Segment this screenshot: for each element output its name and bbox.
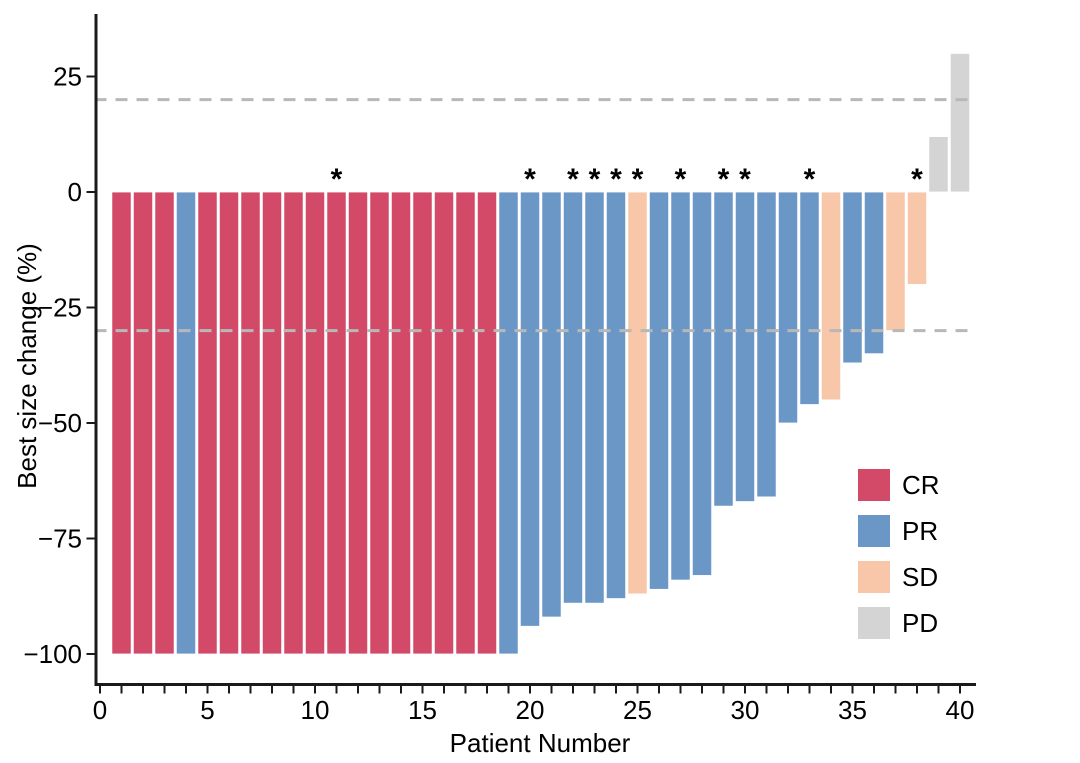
x-tick-label-35: 35 [838, 695, 867, 725]
bar-patient-18-cr [476, 191, 498, 655]
bar-patient-36-pr [863, 191, 885, 355]
x-axis-title: Patient Number [450, 728, 631, 758]
bar-patient-3-cr [154, 191, 175, 655]
bar-patient-33-pr [799, 191, 820, 405]
significance-markers-layer: * * * * * * * * * * * [331, 163, 924, 196]
bar-patient-38-sd [906, 191, 928, 285]
bar-patient-30-pr [734, 191, 756, 502]
x-tick-label-5: 5 [200, 695, 214, 725]
bar-patient-16-cr [433, 191, 455, 655]
significance-marker-patient-22: * [567, 163, 579, 196]
bar-patient-24-pr [605, 191, 627, 599]
bar-patient-17-cr [455, 191, 476, 655]
x-tick-label-20: 20 [516, 695, 545, 725]
legend-label-cr: CR [902, 470, 940, 500]
bar-patient-6-cr [218, 191, 240, 655]
legend-swatch-sd [858, 561, 890, 593]
x-tick-label-30: 30 [731, 695, 760, 725]
bar-patient-19-pr [498, 191, 519, 655]
significance-marker-patient-27: * [675, 163, 687, 196]
significance-marker-patient-25: * [632, 163, 644, 196]
legend-label-sd: SD [902, 562, 938, 592]
bar-patient-15-cr [412, 191, 433, 655]
y-axis-title: Best size change (%) [12, 243, 42, 489]
significance-marker-patient-11: * [331, 163, 343, 196]
legend: CR PR SD PD [858, 469, 940, 639]
bar-patient-5-cr [197, 191, 218, 655]
x-tick-label-25: 25 [623, 695, 652, 725]
significance-marker-patient-23: * [589, 163, 601, 196]
y-tick-label--50: −50 [38, 408, 82, 438]
bar-patient-23-pr [584, 191, 605, 604]
bar-patient-22-pr [562, 191, 584, 604]
bar-patient-28-pr [691, 191, 713, 576]
legend-swatch-pr [858, 515, 890, 547]
x-tick-label-0: 0 [93, 695, 107, 725]
y-tick-label--75: −75 [38, 524, 82, 554]
y-tick-label-0: 0 [68, 177, 82, 207]
legend-swatch-cr [858, 469, 890, 501]
bar-patient-4-pr [175, 191, 197, 655]
legend-swatch-pd [858, 607, 890, 639]
bar-patient-32-pr [777, 191, 799, 424]
bars-layer [111, 53, 971, 655]
bar-patient-39-pd [928, 136, 949, 193]
bar-patient-11-cr [326, 191, 347, 655]
bar-patient-40-pd [949, 53, 971, 193]
y-tick-label--100: −100 [23, 639, 82, 669]
significance-marker-patient-20: * [524, 163, 536, 196]
bar-patient-34-sd [820, 191, 842, 401]
bar-patient-1-cr [111, 191, 132, 655]
significance-marker-patient-38: * [911, 163, 923, 196]
bar-patient-35-pr [842, 191, 863, 364]
bar-patient-7-cr [240, 191, 261, 655]
bar-patient-29-pr [713, 191, 734, 507]
bar-patient-20-pr [519, 191, 541, 627]
x-tick-label-10: 10 [301, 695, 330, 725]
x-tick-label-15: 15 [408, 695, 437, 725]
bar-patient-37-sd [885, 191, 906, 332]
bar-patient-27-pr [670, 191, 691, 581]
bar-patient-2-cr [132, 191, 154, 655]
significance-marker-patient-30: * [739, 163, 751, 196]
bar-patient-13-cr [369, 191, 390, 655]
y-tick-label-25: 25 [53, 62, 82, 92]
bar-patient-31-pr [756, 191, 777, 498]
significance-marker-patient-33: * [804, 163, 816, 196]
bar-patient-21-pr [541, 191, 562, 618]
significance-marker-patient-24: * [610, 163, 622, 196]
bar-patient-9-cr [283, 191, 304, 655]
bar-patient-10-cr [304, 191, 326, 655]
axes-layer: 0 5 10 15 20 25 30 35 40 25 0 −25 −50 −75 −100 [23, 14, 976, 725]
bar-patient-12-cr [347, 191, 369, 655]
bar-patient-8-cr [261, 191, 283, 655]
legend-label-pd: PD [902, 608, 938, 638]
bar-patient-14-cr [390, 191, 412, 655]
x-tick-label-40: 40 [946, 695, 975, 725]
bar-patient-26-pr [648, 191, 670, 590]
y-tick-label--25: −25 [38, 293, 82, 323]
bar-patient-25-sd [627, 191, 648, 595]
significance-marker-patient-29: * [718, 163, 730, 196]
legend-label-pr: PR [902, 516, 938, 546]
